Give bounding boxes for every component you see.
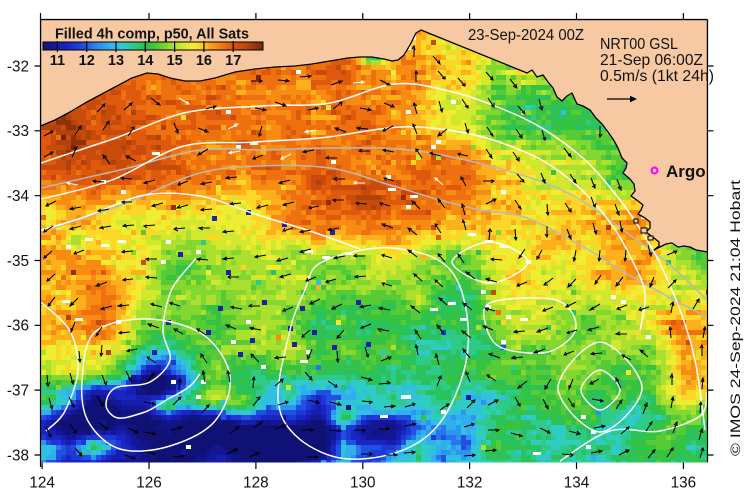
svg-text:23-Sep-2024 00Z: 23-Sep-2024 00Z	[468, 27, 584, 44]
svg-text:Argo: Argo	[666, 162, 706, 181]
svg-text:13: 13	[108, 53, 124, 69]
svg-text:21-Sep 06:00Z: 21-Sep 06:00Z	[600, 52, 703, 69]
svg-text:-36: -36	[7, 318, 29, 335]
svg-text:16: 16	[196, 53, 212, 69]
svg-text:17: 17	[225, 53, 241, 69]
svg-text:0.5m/s (1kt 24h): 0.5m/s (1kt 24h)	[600, 68, 714, 85]
svg-text:-33: -33	[7, 123, 29, 140]
svg-text:15: 15	[167, 53, 183, 69]
svg-text:134: 134	[564, 474, 590, 491]
svg-text:© IMOS 24-Sep-2024 21:04 Hobar: © IMOS 24-Sep-2024 21:04 Hobart	[728, 180, 743, 456]
svg-text:126: 126	[136, 474, 162, 491]
svg-text:11: 11	[50, 53, 65, 69]
svg-text:-38: -38	[7, 447, 29, 464]
svg-text:136: 136	[671, 474, 697, 491]
svg-text:-35: -35	[7, 253, 29, 270]
svg-text:130: 130	[350, 474, 376, 491]
svg-text:124: 124	[29, 474, 55, 491]
svg-text:128: 128	[243, 474, 269, 491]
svg-text:132: 132	[457, 474, 483, 491]
svg-text:-34: -34	[7, 188, 30, 205]
svg-text:NRT00 GSL: NRT00 GSL	[600, 36, 678, 53]
svg-text:-37: -37	[7, 382, 29, 399]
svg-text:Filled 4h comp, p50, All Sats: Filled 4h comp, p50, All Sats	[55, 26, 249, 43]
svg-text:14: 14	[137, 53, 153, 69]
svg-text:-32: -32	[7, 58, 29, 75]
svg-text:12: 12	[79, 53, 95, 69]
